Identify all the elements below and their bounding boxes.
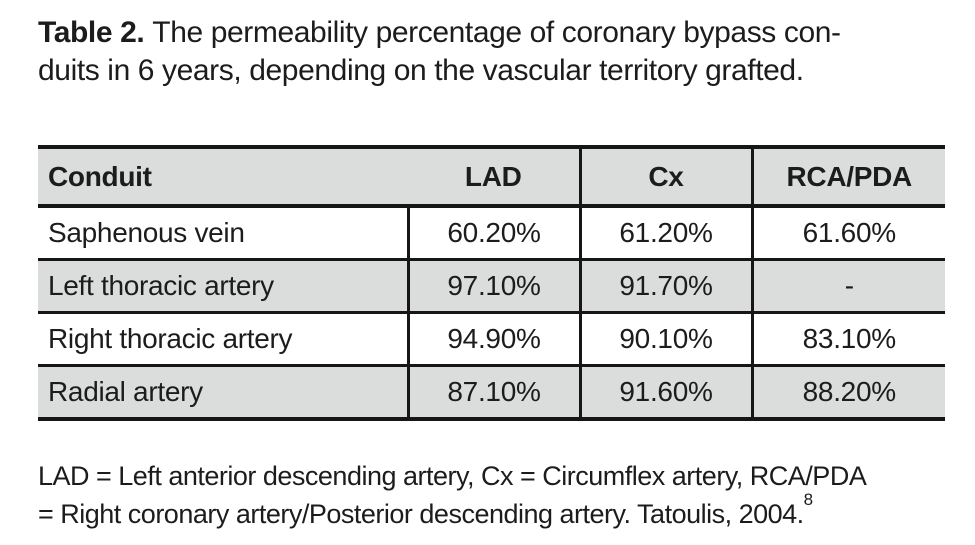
cell-rca-pda: - bbox=[752, 258, 945, 313]
cell-cx: 91.70% bbox=[580, 258, 754, 313]
cell-cx: 91.60% bbox=[580, 364, 754, 421]
cell-lad: 60.20% bbox=[408, 204, 582, 260]
cell-conduit: Saphenous vein bbox=[38, 204, 410, 260]
table-body: Saphenous vein 60.20% 61.20% 61.60% Left… bbox=[38, 204, 945, 421]
table-header-row: Conduit LAD Cx RCA/PDA bbox=[38, 145, 945, 208]
cell-cx: 90.10% bbox=[580, 311, 754, 366]
table-row-right-thoracic-artery: Right thoracic artery 94.90% 90.10% 83.1… bbox=[38, 311, 945, 366]
permeability-table: Conduit LAD Cx RCA/PDA Saphenous vein 60… bbox=[38, 145, 945, 421]
table-caption-number: Table 2. bbox=[38, 16, 145, 49]
cell-conduit: Radial artery bbox=[38, 364, 410, 421]
footnote-line1: LAD = Left anterior descending artery, C… bbox=[38, 461, 867, 491]
cell-rca-pda: 61.60% bbox=[752, 204, 945, 260]
table-header: Conduit LAD Cx RCA/PDA bbox=[38, 145, 945, 208]
column-header-lad: LAD bbox=[408, 145, 582, 208]
table-row-left-thoracic-artery: Left thoracic artery 97.10% 91.70% - bbox=[38, 258, 945, 313]
column-header-rca-pda: RCA/PDA bbox=[752, 145, 945, 208]
cell-lad: 94.90% bbox=[408, 311, 582, 366]
cell-conduit: Right thoracic artery bbox=[38, 311, 410, 366]
table-caption-line2: duits in 6 years, depending on the vascu… bbox=[38, 54, 804, 87]
table-footnote: LAD = Left anterior descending artery, C… bbox=[38, 457, 958, 533]
cell-lad: 97.10% bbox=[408, 258, 582, 313]
footnote-line2: = Right coronary artery/Posterior descen… bbox=[38, 491, 958, 533]
table-row-saphenous-vein: Saphenous vein 60.20% 61.20% 61.60% bbox=[38, 204, 945, 260]
table-caption: Table 2. The permeability percentage of c… bbox=[38, 14, 953, 90]
column-header-cx: Cx bbox=[580, 145, 754, 208]
cell-cx: 61.20% bbox=[580, 204, 754, 260]
column-header-conduit: Conduit bbox=[38, 145, 408, 208]
table-caption-line1: Table 2. The permeability percentage of c… bbox=[38, 14, 953, 52]
table-caption-text: The permeability percentage of coronary … bbox=[152, 16, 841, 49]
cell-conduit: Left thoracic artery bbox=[38, 258, 410, 313]
table-row-radial-artery: Radial artery 87.10% 91.60% 88.20% bbox=[38, 364, 945, 421]
reference-superscript: 8 bbox=[803, 490, 813, 510]
cell-lad: 87.10% bbox=[408, 364, 582, 421]
cell-rca-pda: 88.20% bbox=[752, 364, 945, 421]
footnote-line2-text: = Right coronary artery/Posterior descen… bbox=[38, 499, 804, 529]
cell-rca-pda: 83.10% bbox=[752, 311, 945, 366]
